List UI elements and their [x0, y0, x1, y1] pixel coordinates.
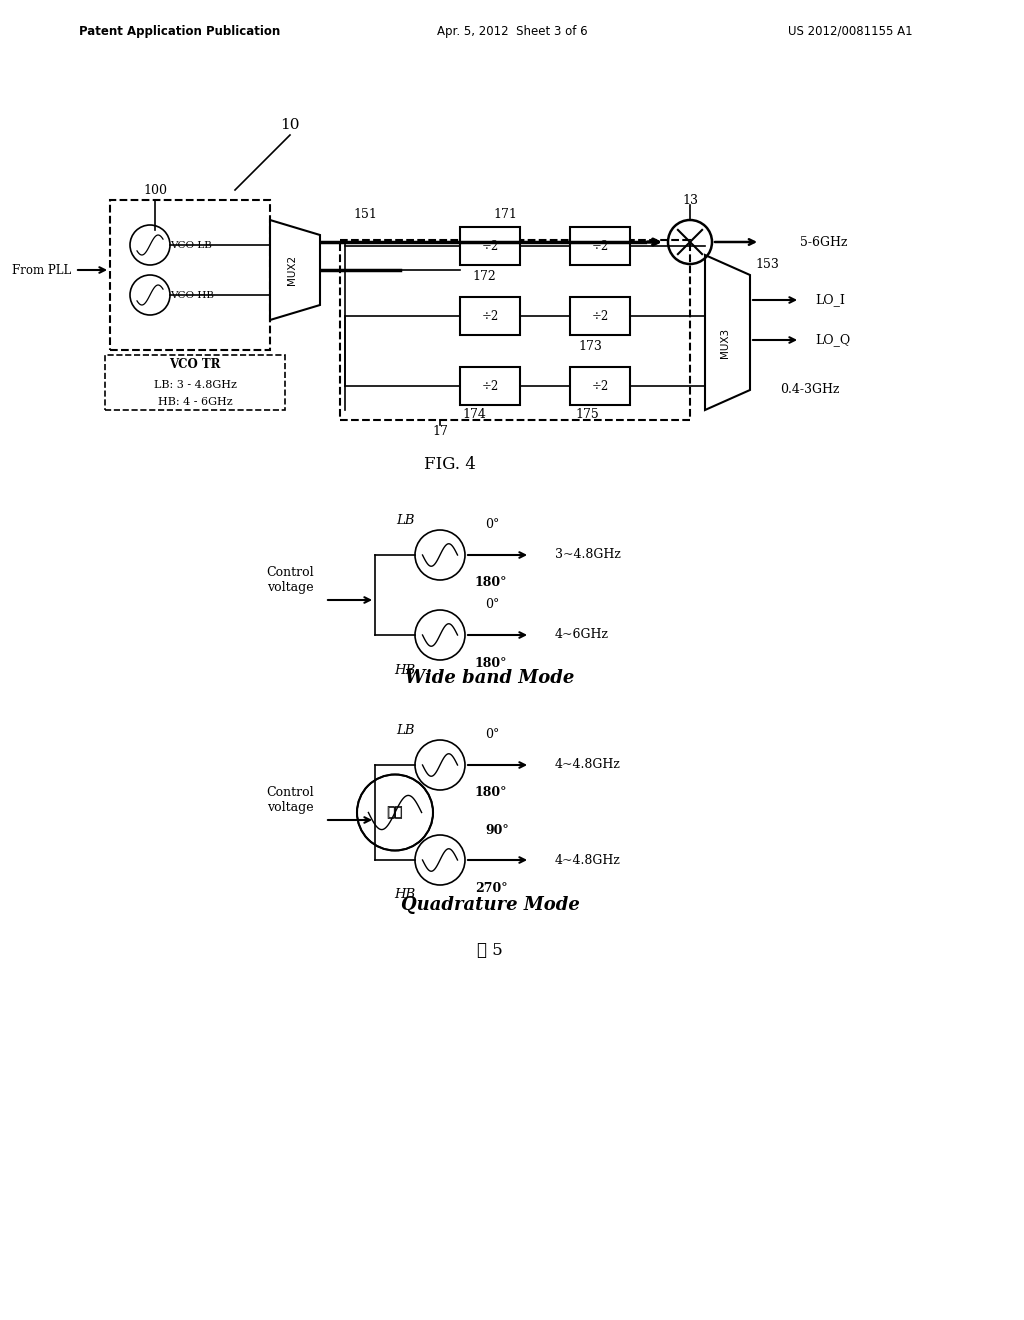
- Text: 180°: 180°: [475, 787, 508, 800]
- Text: HB: 4 - 6GHz: HB: 4 - 6GHz: [158, 397, 232, 407]
- FancyBboxPatch shape: [570, 227, 630, 265]
- Text: 10: 10: [280, 117, 299, 132]
- FancyBboxPatch shape: [105, 355, 285, 411]
- Text: LO_Q: LO_Q: [815, 334, 850, 346]
- FancyBboxPatch shape: [110, 201, 270, 350]
- FancyBboxPatch shape: [570, 367, 630, 405]
- Text: 耦合: 耦合: [387, 807, 402, 818]
- Text: HB: HB: [394, 888, 416, 902]
- Text: Wide band Mode: Wide band Mode: [406, 669, 574, 686]
- Text: 0°: 0°: [485, 598, 500, 611]
- Text: ÷2: ÷2: [481, 239, 499, 252]
- Text: 180°: 180°: [475, 656, 508, 669]
- Text: ÷2: ÷2: [592, 239, 608, 252]
- Text: 175: 175: [575, 408, 599, 421]
- Text: 4~4.8GHz: 4~4.8GHz: [555, 759, 621, 771]
- FancyBboxPatch shape: [570, 297, 630, 335]
- Text: ÷2: ÷2: [481, 309, 499, 322]
- Text: 5-6GHz: 5-6GHz: [800, 235, 848, 248]
- Text: 13: 13: [682, 194, 698, 206]
- Text: Quadrature Mode: Quadrature Mode: [400, 896, 580, 913]
- Text: 172: 172: [472, 271, 496, 282]
- Text: 0°: 0°: [485, 729, 500, 742]
- Text: Control
voltage: Control voltage: [266, 566, 313, 594]
- Text: 270°: 270°: [475, 882, 508, 895]
- Text: 图 5: 图 5: [477, 941, 503, 958]
- Polygon shape: [705, 255, 750, 411]
- Polygon shape: [270, 220, 319, 319]
- Text: 耦合: 耦合: [387, 805, 403, 820]
- Text: MUX2: MUX2: [287, 255, 297, 285]
- Text: LB: LB: [395, 513, 415, 527]
- Text: 4~4.8GHz: 4~4.8GHz: [555, 854, 621, 866]
- Text: 3~4.8GHz: 3~4.8GHz: [555, 549, 621, 561]
- Text: 0.4-3GHz: 0.4-3GHz: [780, 384, 840, 396]
- FancyBboxPatch shape: [460, 367, 520, 405]
- Text: LB: LB: [395, 723, 415, 737]
- Text: VCO HB: VCO HB: [170, 290, 214, 300]
- Text: 4~6GHz: 4~6GHz: [555, 628, 609, 642]
- Text: ÷2: ÷2: [592, 380, 608, 392]
- FancyBboxPatch shape: [460, 227, 520, 265]
- Text: VCO LB: VCO LB: [170, 240, 212, 249]
- Text: From PLL: From PLL: [12, 264, 72, 276]
- Text: 17: 17: [432, 425, 447, 438]
- Text: US 2012/0081155 A1: US 2012/0081155 A1: [787, 25, 912, 38]
- Text: ÷2: ÷2: [481, 380, 499, 392]
- Text: LO_I: LO_I: [815, 293, 845, 306]
- Text: MUX2: MUX2: [276, 265, 308, 275]
- Text: Apr. 5, 2012  Sheet 3 of 6: Apr. 5, 2012 Sheet 3 of 6: [436, 25, 588, 38]
- Text: HB: HB: [394, 664, 416, 676]
- Text: LB: 3 - 4.8GHz: LB: 3 - 4.8GHz: [154, 380, 237, 389]
- Text: 174: 174: [462, 408, 485, 421]
- Text: Control
voltage: Control voltage: [266, 785, 313, 814]
- Text: 153: 153: [755, 259, 779, 272]
- FancyBboxPatch shape: [340, 240, 690, 420]
- FancyBboxPatch shape: [460, 297, 520, 335]
- Text: 171: 171: [494, 209, 517, 222]
- Text: 100: 100: [143, 183, 167, 197]
- Text: 180°: 180°: [475, 577, 508, 590]
- Text: VCO TR: VCO TR: [169, 359, 221, 371]
- Text: FIG. 4: FIG. 4: [424, 457, 476, 474]
- Text: 0°: 0°: [485, 519, 500, 532]
- Text: ÷2: ÷2: [592, 309, 608, 322]
- Text: 90°: 90°: [485, 824, 509, 837]
- Text: 151: 151: [353, 209, 377, 222]
- Text: MUX3: MUX3: [720, 327, 730, 358]
- Text: 173: 173: [578, 341, 602, 352]
- Text: Patent Application Publication: Patent Application Publication: [80, 25, 281, 38]
